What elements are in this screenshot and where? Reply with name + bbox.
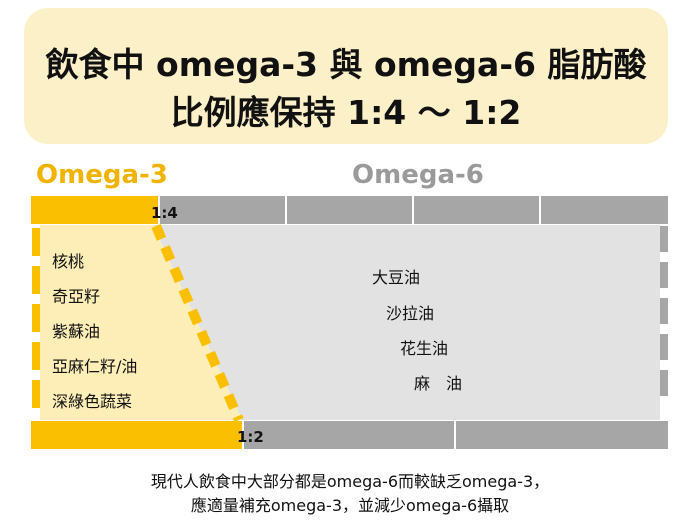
omega6-right-edge: [660, 226, 668, 396]
omega3-food-item: 奇亞籽: [52, 287, 101, 306]
bar-omega6-segment: [160, 196, 285, 224]
bar-omega3-segment: [31, 196, 158, 224]
omega3-food-item: 亞麻仁籽/油: [52, 357, 138, 376]
ratio-bar-1-4: [31, 196, 668, 224]
ratio-bar-1-2: [31, 421, 668, 449]
omega3-left-edge: [32, 228, 40, 408]
bar-omega6-segment: [287, 196, 412, 224]
omega6-food-item: 沙拉油: [386, 304, 435, 323]
omega6-food-item: 麻 油: [414, 374, 463, 393]
omega3-food-item: 核桃: [52, 252, 85, 271]
omega6-food-item: 花生油: [400, 339, 449, 358]
ratio-label-top: 1:4: [151, 204, 178, 222]
omega3-food-item: 深綠色蔬菜: [52, 392, 133, 411]
ratio-label-bottom: 1:2: [237, 428, 264, 446]
title-line-1: 飲食中 omega-3 與 omega-6 脂肪酸: [45, 45, 647, 84]
bar-omega6-segment: [244, 421, 454, 449]
omega6-header: Omega-6: [352, 160, 484, 190]
ratio-divider: [151, 224, 244, 422]
bar-omega6-segment: [541, 196, 668, 224]
omega3-header: Omega-3: [36, 160, 168, 190]
omega3-region: [40, 225, 242, 420]
omega6-region: [153, 225, 660, 420]
omega3-food-item: 紫蘇油: [52, 322, 101, 341]
caption-line-2: 應適量補充omega-3，並減少omega-6攝取: [190, 496, 510, 515]
bar-omega6-segment: [414, 196, 539, 224]
omega6-food-item: 大豆油: [372, 268, 421, 287]
title-line-2: 比例應保持 1:4 ～ 1:2: [170, 93, 522, 132]
caption-line-1: 現代人飲食中大部分都是omega-6而較缺乏omega-3，: [150, 472, 550, 491]
bar-omega3-segment: [31, 421, 242, 449]
title-box: 飲食中 omega-3 與 omega-6 脂肪酸 比例應保持 1:4 ～ 1:…: [24, 8, 668, 144]
bar-omega6-segment: [456, 421, 668, 449]
